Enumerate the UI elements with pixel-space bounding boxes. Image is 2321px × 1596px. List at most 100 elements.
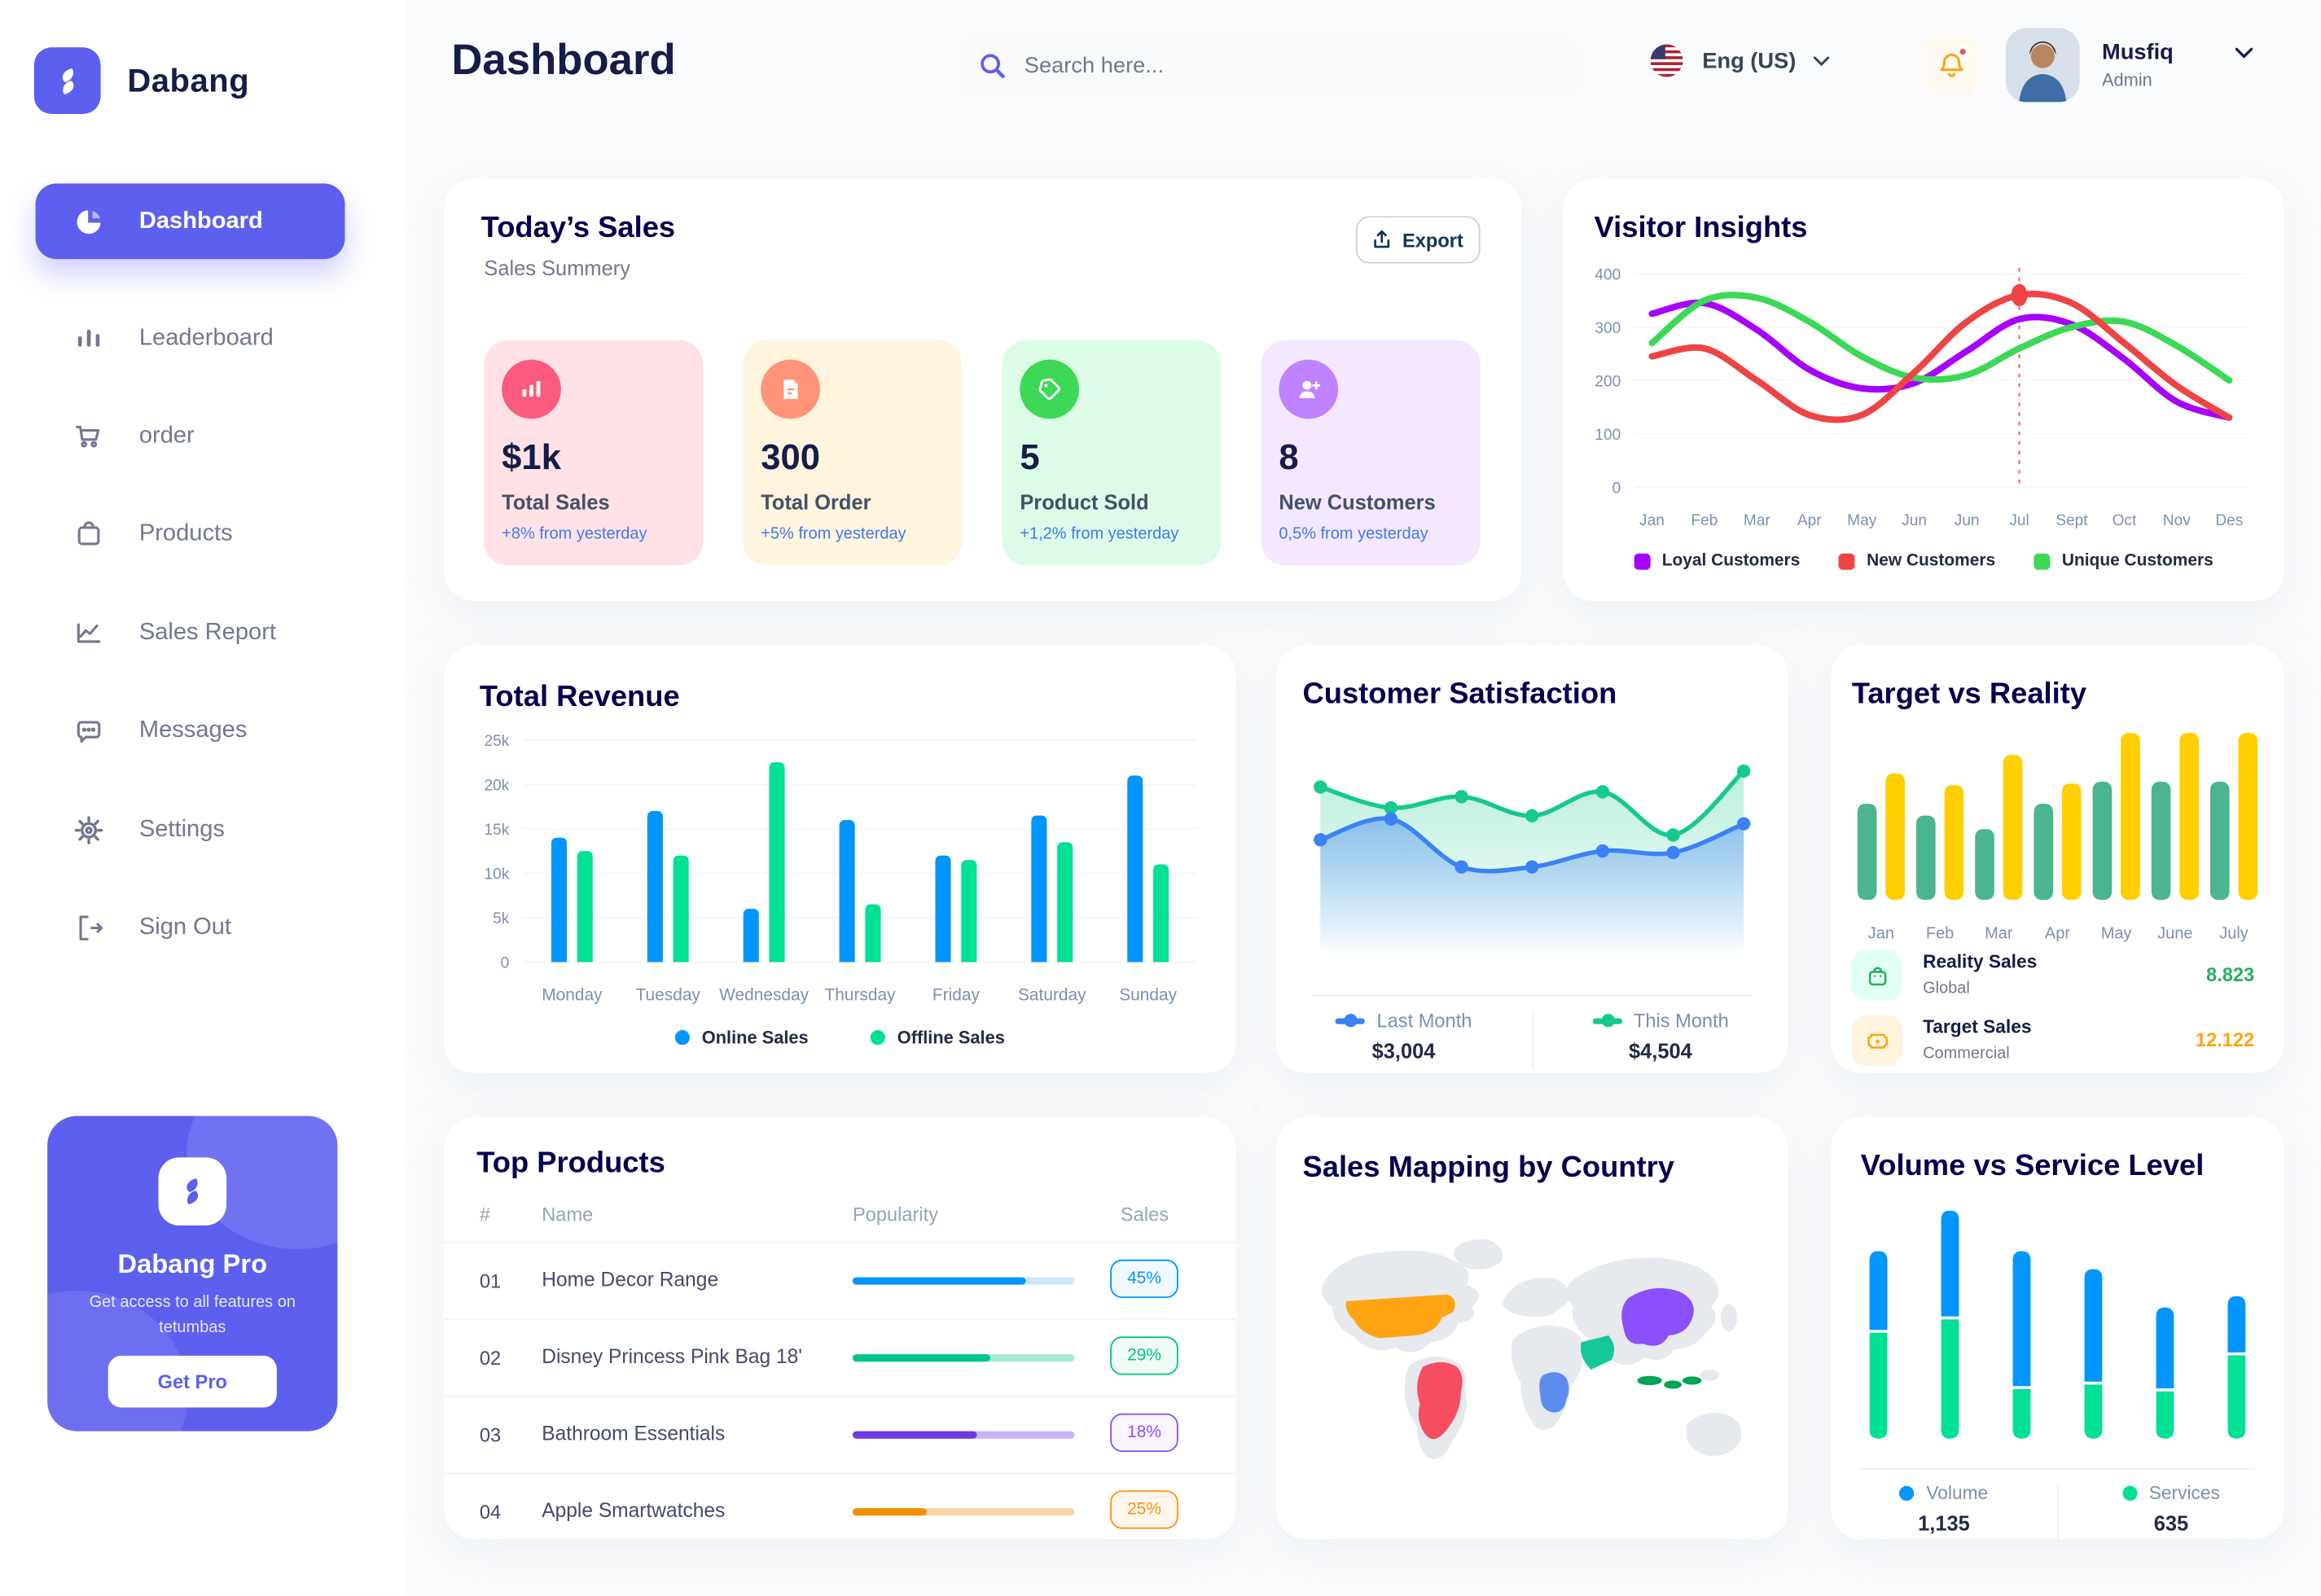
user-plus-icon	[1279, 359, 1339, 419]
legend-sublabel: Commercial	[1923, 1045, 2010, 1063]
country-saudi-arabia	[1581, 1335, 1615, 1370]
tag-icon	[1020, 359, 1080, 419]
product-name: Bathroom Essentials	[542, 1422, 726, 1445]
total-revenue-panel: Total Revenue 0 5k 10k 15k 20k 25k Monday Tuesd…	[444, 645, 1236, 1073]
cart-icon	[71, 419, 107, 454]
sidebar-item-label: Dashboard	[138, 208, 263, 234]
legend-value: $3,004	[1371, 1038, 1436, 1063]
legend-value: 635	[2153, 1510, 2189, 1535]
sign-out-icon	[71, 910, 107, 946]
sidebar-item-messages[interactable]: Messages	[36, 694, 371, 768]
product-rank: 03	[479, 1423, 502, 1446]
world-map	[1321, 1239, 1742, 1459]
divider	[1311, 994, 1753, 997]
language-selector[interactable]: Eng (US)	[1649, 43, 1830, 79]
legend-sublabel: Global	[1923, 980, 1970, 998]
column-header-num: #	[479, 1203, 491, 1226]
svg-text:Sept: Sept	[2056, 512, 2088, 529]
stat-delta: +8% from yesterday	[502, 525, 647, 544]
svg-text:100: 100	[1595, 427, 1621, 444]
customer-satisfaction-panel: Customer Satisfaction Last Month $3,004 …	[1275, 645, 1788, 1073]
message-icon	[71, 713, 107, 749]
svg-text:Monday: Monday	[542, 986, 603, 1005]
svg-text:May: May	[1847, 512, 1877, 529]
sidebar-item-label: Sales Report	[138, 620, 276, 646]
svg-text:Jan: Jan	[1868, 924, 1894, 942]
search-bar	[954, 32, 1584, 99]
s-curve-logo-icon	[61, 68, 73, 94]
svg-text:Jul: Jul	[2009, 512, 2029, 529]
legend-item: Unique Customers	[2034, 551, 2214, 570]
legend-item: Offline Sales	[871, 1027, 1005, 1048]
search-input[interactable]	[1024, 53, 1528, 79]
legend-item: Services 635	[2058, 1483, 2284, 1542]
japan-shape	[1720, 1304, 1738, 1331]
country-china	[1621, 1287, 1694, 1346]
legend-item: New Customers	[1838, 552, 1995, 570]
legend-swatch	[871, 1030, 886, 1046]
avatar[interactable]	[2005, 28, 2080, 103]
svg-text:20k: 20k	[484, 778, 509, 795]
stat-delta: 0,5% from yesterday	[1279, 525, 1428, 544]
export-button[interactable]: Export	[1355, 216, 1481, 264]
language-label: Eng (US)	[1702, 48, 1797, 73]
stat-card-total-order: 300 Total Order +5% from yesterday	[743, 340, 963, 566]
svg-text:200: 200	[1595, 373, 1621, 390]
customer-satisfaction-title: Customer Satisfaction	[1302, 677, 1617, 711]
sidebar-item-dashboard[interactable]: Dashboard	[35, 183, 345, 260]
stat-card-total-sales: $1k Total Sales +8% from yesterday	[484, 340, 704, 566]
sales-mapping-title: Sales Mapping by Country	[1302, 1151, 1674, 1185]
total-revenue-legend: Online Sales Offline Sales	[444, 1027, 1235, 1048]
legend-swatch	[2122, 1485, 2138, 1502]
product-rank: 04	[479, 1501, 502, 1524]
stat-label: Product Sold	[1020, 489, 1149, 514]
europe-shape	[1502, 1278, 1571, 1318]
sidebar-item-order[interactable]: order	[36, 400, 371, 474]
get-pro-button[interactable]: Get Pro	[107, 1355, 277, 1408]
target-vs-reality-title: Target vs Reality	[1851, 677, 2087, 711]
sidebar-item-settings[interactable]: Settings	[36, 793, 371, 867]
sidebar-item-sales-report[interactable]: Sales Report	[36, 596, 371, 670]
stat-label: Total Sales	[502, 489, 610, 514]
svg-text:Saturday: Saturday	[1018, 986, 1086, 1005]
svg-text:Jun: Jun	[1902, 512, 1927, 529]
popularity-bar	[852, 1277, 1075, 1285]
table-row: 02 Disney Princess Pink Bag 18' 29%	[444, 1320, 1235, 1396]
svg-text:May: May	[2101, 924, 2132, 942]
brand-logo-icon	[33, 47, 101, 114]
island-shape	[1700, 1369, 1720, 1381]
greenland-shape	[1454, 1239, 1503, 1270]
column-header-sales: Sales	[1120, 1203, 1169, 1226]
reality-sales-row: Reality Sales Global 8.823	[1851, 949, 2263, 1006]
bag-icon	[1851, 949, 1902, 1001]
divider	[2056, 1485, 2059, 1542]
user-role: Admin	[2101, 69, 2152, 90]
column-header-name: Name	[542, 1203, 594, 1226]
divider	[1860, 1468, 2255, 1470]
legend-label: Offline Sales	[897, 1027, 1005, 1048]
legend-value: $4,504	[1628, 1038, 1692, 1063]
notifications-button[interactable]	[1921, 35, 1981, 95]
product-name: Apple Smartwatches	[542, 1499, 726, 1522]
pro-logo-icon	[158, 1157, 227, 1226]
profile-chevron-icon[interactable]	[2235, 47, 2253, 59]
sidebar-item-products[interactable]: Products	[36, 498, 371, 572]
svg-text:Apr: Apr	[1797, 512, 1822, 529]
sidebar-item-label: Messages	[138, 717, 248, 743]
svg-text:Wednesday: Wednesday	[719, 986, 809, 1005]
brand-logo: Dabang	[33, 47, 249, 114]
divider	[444, 1395, 1236, 1397]
customer-satisfaction-legend: Last Month $3,004 This Month $4,504	[1276, 1010, 1788, 1069]
svg-text:June: June	[2157, 924, 2192, 942]
avatar-image	[2005, 28, 2080, 103]
svg-text:15k: 15k	[484, 822, 509, 839]
line-chart-icon	[71, 616, 107, 651]
sidebar-item-leaderboard[interactable]: Leaderboard	[36, 302, 371, 376]
stat-value: 8	[1279, 438, 1299, 479]
svg-text:0: 0	[501, 955, 510, 972]
divider	[444, 1472, 1236, 1475]
sidebar-item-sign-out[interactable]: Sign Out	[36, 891, 371, 965]
legend-label: Unique Customers	[2061, 551, 2214, 570]
sidebar-item-label: order	[138, 423, 195, 449]
